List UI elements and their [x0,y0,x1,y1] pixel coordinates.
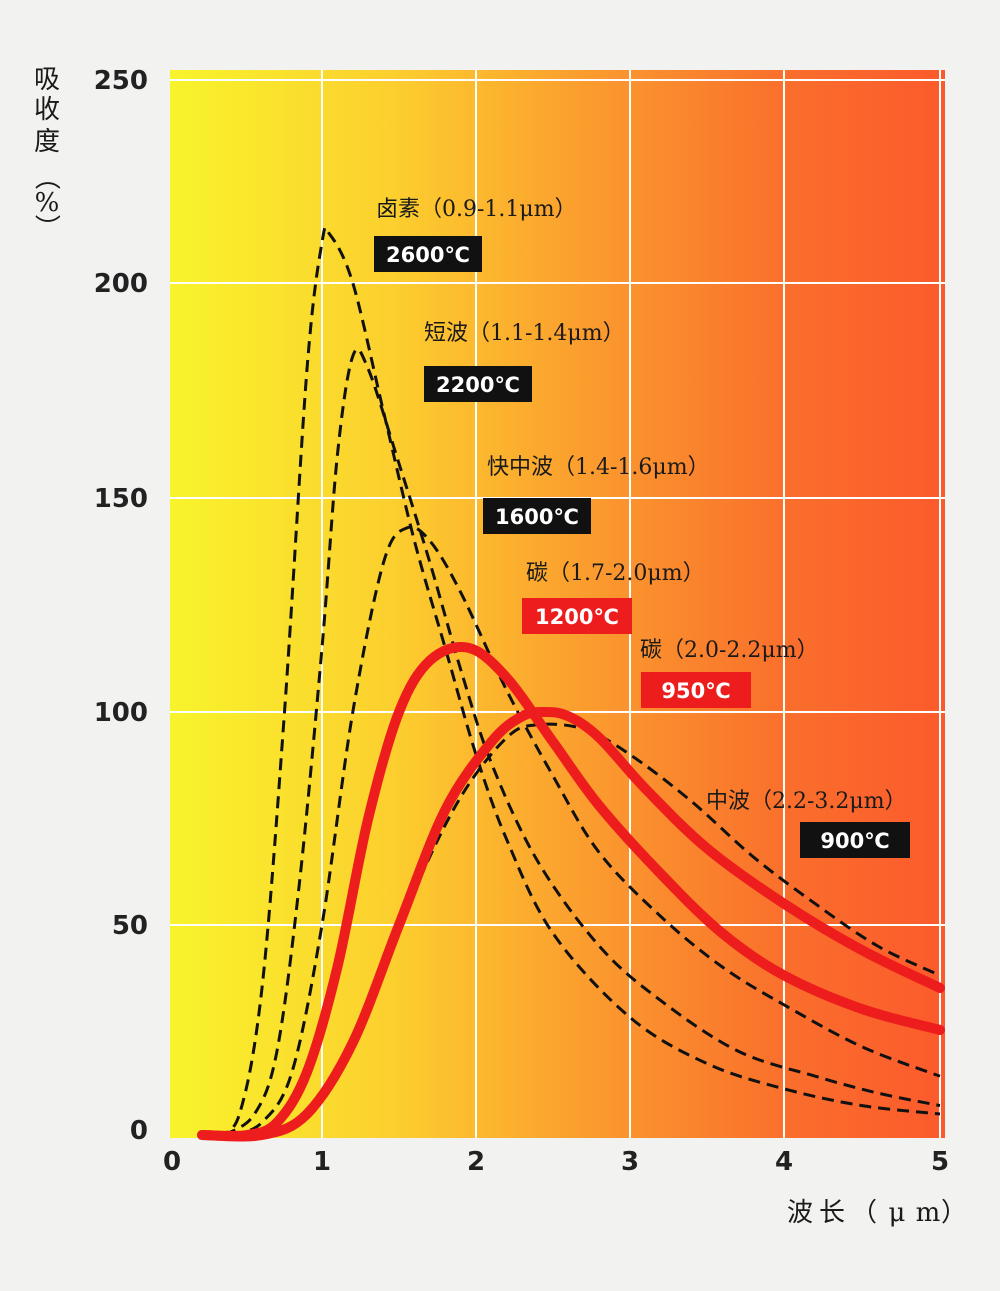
x-axis: 0 1 2 3 4 5 [163,1147,949,1177]
y-tick-label: 0 [130,1116,148,1146]
temperature-label: 900℃ [820,829,889,853]
series-name-label: 碳（2.0-2.2μm） [640,638,819,663]
series-name-label: 快中波（1.4-1.6μm） [487,455,710,480]
x-tick-label: 1 [313,1147,331,1177]
y-axis-title-char: % [35,188,60,218]
series-line-0 [215,225,941,1137]
x-axis-title-char: （ [851,1198,877,1228]
temperature-badge [483,498,591,534]
series-name-label: 短波（1.1-1.4μm） [424,321,625,346]
series-labels: 卤素（0.9-1.1μm） 2600℃ 短波（1.1-1.4μm） 2200℃ 快中波（… [374,197,910,858]
y-axis-title-char: ） [31,214,61,240]
series-lines [197,225,945,1142]
x-axis-title-char: m [916,1198,941,1228]
y-tick-label: 250 [94,66,148,96]
series-line-3 [197,642,945,1141]
x-tick-label: 3 [621,1147,639,1177]
temperature-badge [424,366,532,402]
series-line-4 [197,706,945,1142]
y-axis-title-char: 收 [34,95,60,125]
y-tick-label: 150 [94,484,148,514]
series-name-label: 碳（1.7-2.0μm） [526,561,705,586]
x-axis-title-char: 长 [819,1198,845,1228]
x-axis-title: 波长（ μ m） [787,1198,967,1228]
x-tick-label: 2 [467,1147,485,1177]
y-axis-title-char: 吸 [34,65,60,95]
series-name-label: 卤素（0.9-1.1μm） [376,197,577,222]
y-tick-label: 100 [94,698,148,728]
y-tick-label: 50 [112,911,148,941]
y-axis-title-char: 度 [34,127,60,157]
temperature-label: 1200℃ [535,605,619,629]
x-tick-label: 0 [163,1147,181,1177]
x-axis-title-char: μ [889,1198,906,1228]
temperature-label: 1600℃ [495,505,579,529]
series-name-label: 中波（2.2-3.2μm） [706,789,907,814]
y-axis-title-char: （ [31,164,61,190]
temperature-badge [522,598,632,634]
temperature-badge [374,236,482,272]
y-axis-title: 吸收度 （%） [31,65,61,240]
x-tick-label: 5 [931,1147,949,1177]
x-tick-label: 4 [775,1147,793,1177]
series-line-2 [231,525,941,1137]
temperature-label: 950℃ [661,679,730,703]
x-axis-title-char: 波 [787,1198,813,1228]
y-axis: 0 50 100 150 200 250 [94,66,148,1146]
temperature-label: 2600℃ [386,243,470,267]
x-axis-title-char: ） [941,1198,967,1228]
series-line-1 [223,347,941,1137]
temperature-badge [800,822,910,858]
temperature-label: 2200℃ [436,373,520,397]
y-tick-label: 200 [94,269,148,299]
temperature-badge [641,672,751,708]
